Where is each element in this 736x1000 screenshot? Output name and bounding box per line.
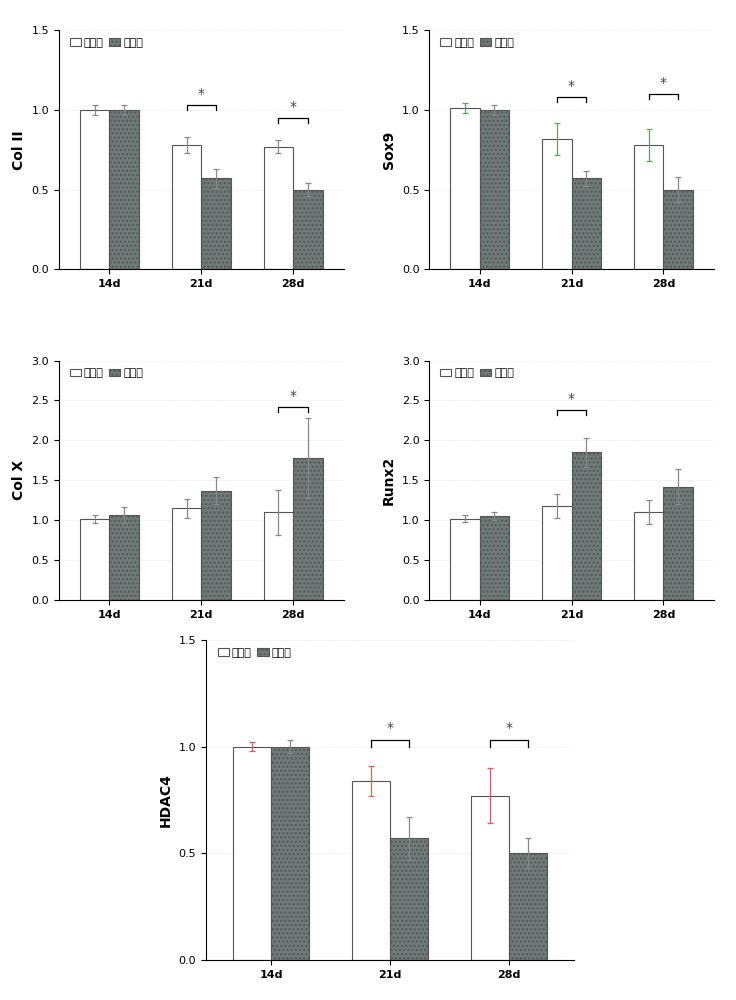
Bar [110,515,139,600]
Y-axis label: Runx2: Runx2 [382,456,396,505]
Legend: 对照组, 肘大组: 对照组, 肘大组 [437,36,516,50]
Bar [471,796,509,960]
Bar [233,747,272,960]
Bar [172,145,201,269]
Bar [390,838,428,960]
Bar [663,190,693,269]
Bar [634,145,663,269]
Text: *: * [660,76,667,90]
Y-axis label: Col X: Col X [12,460,26,500]
Bar [263,147,293,269]
Bar [172,508,201,600]
Bar [272,747,309,960]
Bar [542,506,572,600]
Bar [80,519,110,600]
Bar [110,110,139,269]
Legend: 对照组, 肘大组: 对照组, 肘大组 [67,366,146,381]
Y-axis label: Col II: Col II [12,130,26,170]
Text: *: * [290,100,297,114]
Bar [572,452,601,600]
Y-axis label: HDAC4: HDAC4 [159,773,173,827]
Bar [634,512,663,600]
Bar [352,781,390,960]
Text: *: * [568,79,575,93]
Text: *: * [568,392,575,406]
Bar [263,512,293,600]
Legend: 对照组, 肘大组: 对照组, 肘大组 [216,646,294,660]
Text: *: * [290,389,297,403]
Text: *: * [198,87,205,101]
Text: *: * [506,721,512,735]
Bar [480,516,509,600]
Bar [201,491,230,600]
Y-axis label: Sox9: Sox9 [382,131,396,169]
Bar [480,110,509,269]
Bar [572,178,601,269]
Bar [80,110,110,269]
Bar [201,178,230,269]
Bar [663,487,693,600]
Bar [509,853,547,960]
Bar [542,139,572,269]
Bar [450,519,480,600]
Legend: 对照组, 肘大组: 对照组, 肘大组 [437,366,516,381]
Bar [293,458,322,600]
Legend: 对照组, 肘大组: 对照组, 肘大组 [67,36,146,50]
Bar [450,108,480,269]
Bar [293,190,322,269]
Text: *: * [386,721,394,735]
